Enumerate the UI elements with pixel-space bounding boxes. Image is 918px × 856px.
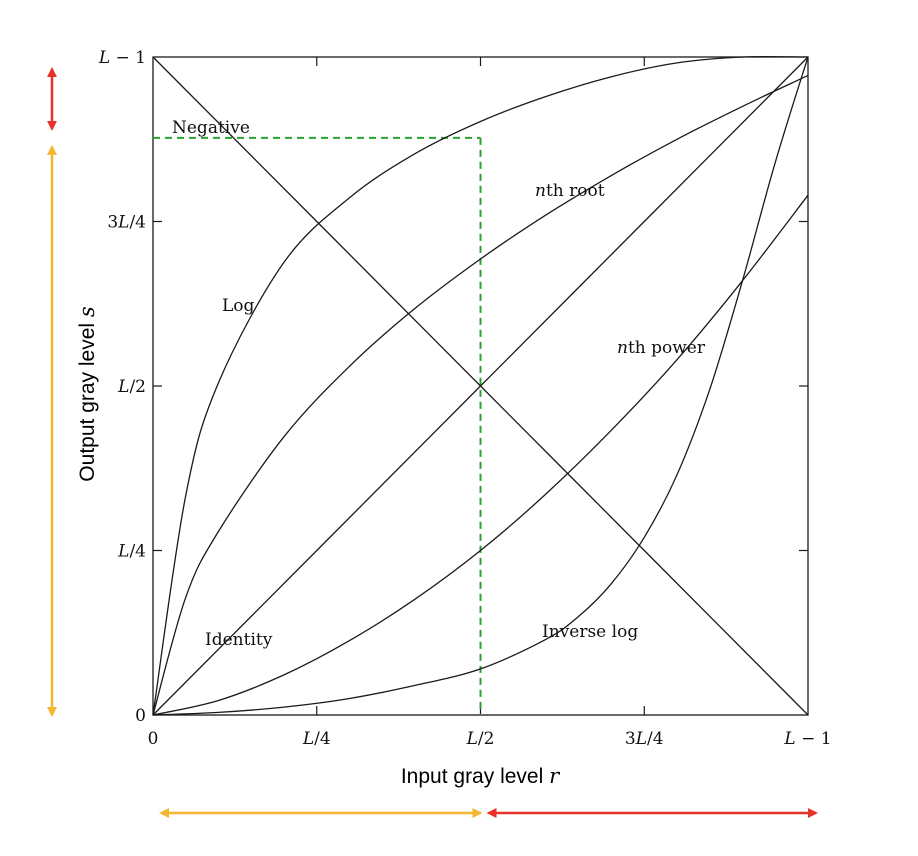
- dashed-guides: [153, 136, 482, 715]
- curve-identity: [152, 56, 809, 716]
- label-inverse-log: Inverse log: [542, 622, 638, 642]
- y-tick-label: 0: [135, 706, 146, 726]
- label-nth-power: nth power: [617, 338, 706, 358]
- curve-nth-root: [152, 74, 809, 716]
- tick-labels: 0 L/4 L/2 3L/4 L − 1 0 L/4 L/2 3L/4 L − 1: [98, 48, 832, 749]
- label-nth-root: nth root: [535, 181, 605, 201]
- x-tick-label: L/2: [466, 729, 495, 749]
- x-tick-label: L − 1: [783, 729, 831, 749]
- tick-marks: [153, 57, 808, 715]
- label-log: Log: [222, 296, 255, 316]
- y-tick-label: L/4: [117, 542, 146, 562]
- y-axis-title: Output gray level s: [75, 306, 99, 482]
- curve-inverse-log: [152, 56, 809, 716]
- y-tick-label: L/2: [117, 377, 146, 397]
- x-axis-title: Input gray level r: [401, 764, 561, 788]
- x-tick-label: 0: [148, 729, 159, 749]
- curve-nth-power: [152, 194, 809, 716]
- x-tick-label: L/4: [302, 729, 331, 749]
- curve-labels: Negative Identity Log nth root nth power Inve…: [172, 118, 706, 650]
- label-negative: Negative: [172, 118, 250, 138]
- y-tick-label: L − 1: [98, 48, 146, 68]
- curve-log: [152, 55, 809, 716]
- x-tick-label: 3L/4: [625, 729, 664, 749]
- transformation-curves: [152, 55, 809, 716]
- label-identity: Identity: [205, 630, 273, 650]
- y-tick-label: 3L/4: [107, 213, 146, 233]
- range-arrows: [47, 67, 818, 818]
